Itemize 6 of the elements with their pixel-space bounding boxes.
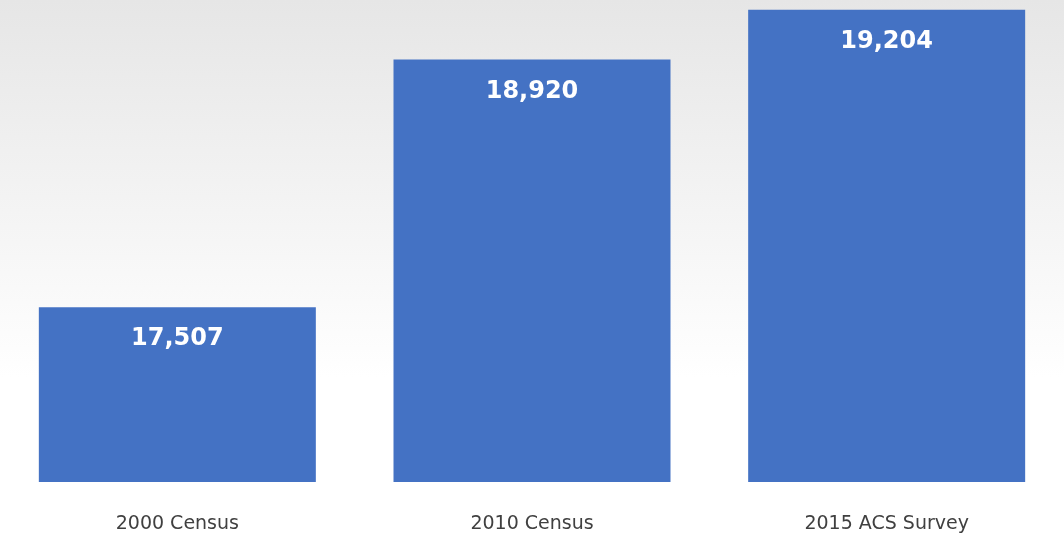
data-label: 18,920: [485, 75, 579, 104]
x-tick-label: 2010 Census: [470, 510, 594, 533]
data-label: 17,507: [131, 323, 224, 352]
data-label: 19,204: [840, 25, 933, 54]
x-tick-label: 2000 Census: [115, 510, 239, 533]
x-tick-label: 2015 ACS Survey: [804, 510, 969, 533]
